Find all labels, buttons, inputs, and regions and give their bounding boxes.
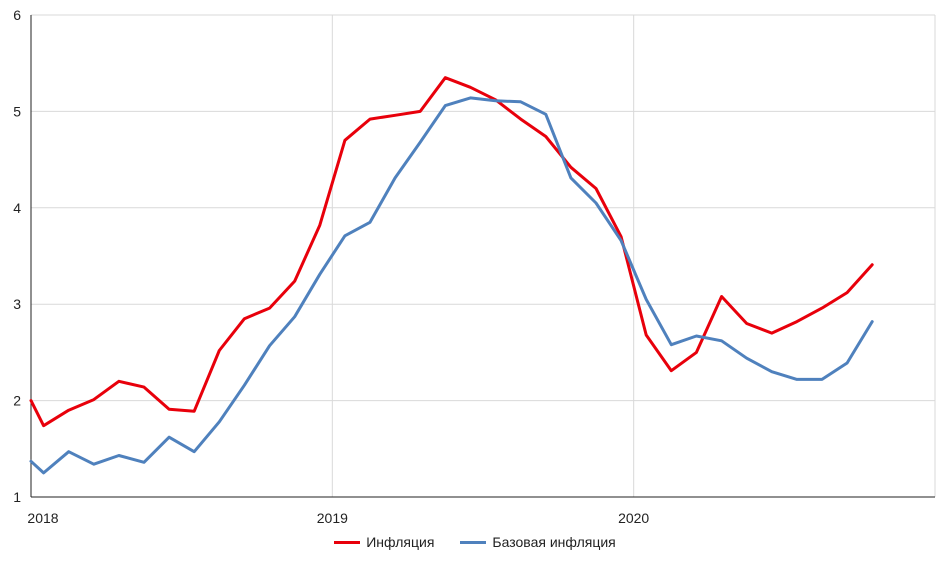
- legend-item-core-inflation: Базовая инфляция: [460, 534, 616, 550]
- legend-label-core-inflation: Базовая инфляция: [492, 534, 616, 550]
- y-tick-label: 2: [13, 393, 21, 409]
- legend-item-inflation: Инфляция: [334, 534, 434, 550]
- legend-swatch-inflation: [334, 540, 361, 544]
- y-tick-label: 1: [13, 489, 21, 505]
- y-tick-label: 4: [13, 200, 21, 216]
- x-tick-label: 2018: [27, 510, 58, 526]
- legend-swatch-core-inflation: [460, 540, 487, 544]
- series-line-inflation: [29, 76, 874, 428]
- series-line-core-inflation: [29, 96, 874, 475]
- gridlines: [31, 14, 936, 497]
- axes: [30, 15, 935, 498]
- y-tick-label: 6: [13, 7, 21, 23]
- x-tick-label: 2020: [618, 510, 649, 526]
- legend: Инфляция Базовая инфляция: [0, 534, 950, 550]
- tick-labels: 1 2 3 4 5 6 2018 2019 2020: [13, 7, 649, 526]
- x-tick-label: 2019: [317, 510, 348, 526]
- inflation-line-chart: 1 2 3 4 5 6 2018 2019 2020: [13, 7, 936, 526]
- y-tick-label: 5: [13, 103, 21, 119]
- y-tick-label: 3: [13, 296, 21, 312]
- legend-label-inflation: Инфляция: [366, 534, 435, 550]
- series-lines: [29, 76, 874, 475]
